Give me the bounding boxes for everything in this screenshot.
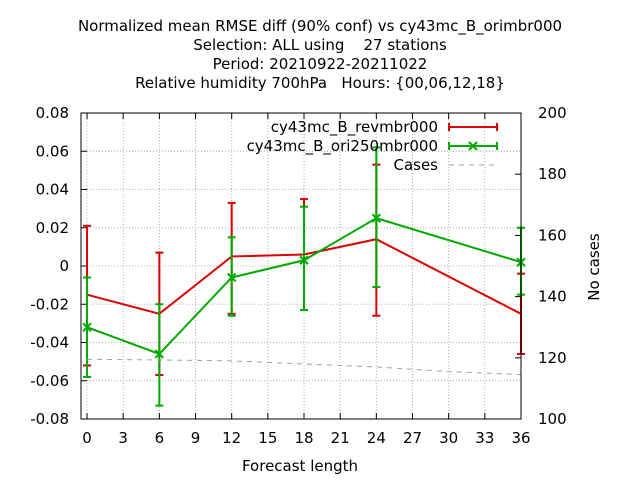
- legend-label: Cases: [393, 156, 438, 174]
- data-point: [299, 255, 309, 265]
- x-tick-label: 0: [82, 429, 92, 447]
- y2-tick-label: 160: [538, 226, 567, 244]
- legend: cy43mc_B_revmbr000cy43mc_B_ori250mbr000C…: [247, 118, 498, 174]
- title-line-2: Selection: ALL using 27 stations: [193, 36, 447, 54]
- legend-label: cy43mc_B_ori250mbr000: [247, 137, 438, 156]
- y-tick-label: -0.02: [30, 295, 69, 313]
- x-tick-label: 9: [191, 429, 201, 447]
- y-tick-label: 0.04: [36, 181, 69, 199]
- y-tick-label: 0.08: [36, 104, 69, 122]
- axis-ticks: 0 3 6 9 12 15 18 21 24 27 30 33 36-0.08-0.06-0.04-0.…: [30, 104, 566, 447]
- data-point: [154, 349, 165, 359]
- data-point: [82, 322, 92, 332]
- data-point: [371, 213, 382, 223]
- title-line-4: Relative humidity 700hPa Hours: {00,06,1…: [135, 74, 505, 92]
- x-tick-label: 36: [511, 429, 530, 447]
- y2-tick-label: 200: [538, 104, 567, 122]
- y-tick-label: -0.08: [30, 410, 69, 428]
- x-tick-label: 24: [367, 429, 386, 447]
- x-tick-label: 27: [403, 429, 422, 447]
- data-point: [226, 272, 237, 283]
- series-layer: [82, 146, 526, 407]
- y-tick-label: 0.02: [36, 219, 69, 237]
- y-tick-label: 0: [59, 257, 69, 275]
- series-2: [82, 146, 526, 407]
- series-line: [86, 217, 522, 356]
- x-tick-label: 18: [294, 429, 313, 447]
- y2-tick-label: 140: [538, 288, 567, 306]
- y2-axis-label: No cases: [585, 233, 603, 301]
- x-tick-label: 6: [155, 429, 165, 447]
- x-axis-label: Forecast length: [242, 457, 358, 475]
- x-tick-label: 33: [475, 429, 494, 447]
- y-tick-label: -0.04: [30, 334, 69, 352]
- y2-tick-label: 100: [538, 410, 567, 428]
- y-tick-label: -0.06: [30, 372, 69, 390]
- x-tick-label: 15: [258, 429, 277, 447]
- y-tick-label: 0.06: [36, 142, 69, 160]
- plot-frame: [80, 112, 522, 420]
- title-line-3: Period: 20210922-20211022: [212, 55, 428, 73]
- series-line: [86, 238, 522, 315]
- x-tick-label: 30: [439, 429, 458, 447]
- legend-marker: [468, 141, 478, 151]
- y2-tick-label: 120: [538, 349, 567, 367]
- y2-tick-label: 180: [538, 165, 567, 183]
- series-line: [87, 358, 522, 376]
- title-line-1: Normalized mean RMSE diff (90% conf) vs …: [77, 17, 563, 35]
- grid: [81, 112, 522, 420]
- x-tick-label: 12: [222, 429, 241, 447]
- legend-label: cy43mc_B_revmbr000: [271, 118, 438, 137]
- x-tick-label: 3: [118, 429, 128, 447]
- x-tick-label: 21: [331, 429, 350, 447]
- series-3: [87, 358, 522, 376]
